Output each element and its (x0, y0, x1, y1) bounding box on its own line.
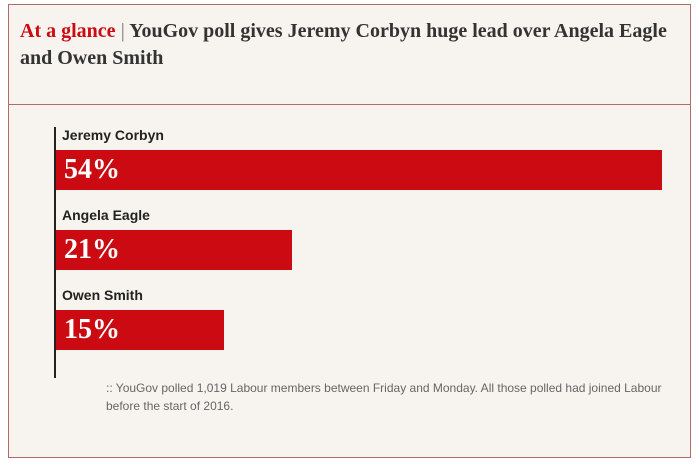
footnote: :: YouGov polled 1,019 Labour members be… (106, 381, 662, 413)
headline-separator: | (120, 20, 125, 42)
headline-title: YouGov poll gives Jeremy Corbyn huge lea… (20, 20, 667, 69)
y-axis-line (54, 127, 56, 378)
bar-angela-eagle: 21% (56, 230, 292, 270)
category-label-jeremy-corbyn: Jeremy Corbyn (62, 127, 164, 143)
bar-jeremy-corbyn: 54% (56, 150, 662, 190)
bar-chart: Jeremy Corbyn 54% Angela Eagle 21% Owen Smit… (9, 5, 690, 457)
headline-kicker: At a glance (20, 20, 116, 42)
bar-owen-smith: 15% (56, 310, 224, 350)
category-label-angela-eagle: Angela Eagle (62, 207, 150, 223)
bar-value-label-owen-smith: 15% (64, 314, 120, 345)
bar-value-label-jeremy-corbyn: 54% (64, 154, 120, 185)
headline: At a glance | YouGov poll gives Jeremy C… (20, 18, 680, 72)
chart-header: At a glance | YouGov poll gives Jeremy C… (9, 5, 690, 105)
category-label-owen-smith: Owen Smith (62, 287, 143, 303)
chart-frame: At a glance | YouGov poll gives Jeremy C… (8, 4, 691, 458)
bar-value-label-angela-eagle: 21% (64, 234, 120, 265)
